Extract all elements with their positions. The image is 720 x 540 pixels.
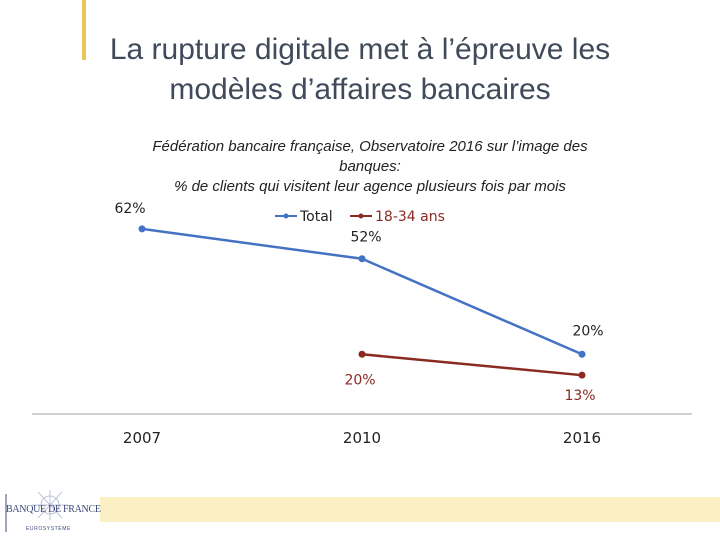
- slide-title: La rupture digitale met à l’épreuve les …: [40, 30, 680, 110]
- series-line: [141, 227, 583, 356]
- data-label: 52%: [350, 230, 381, 246]
- series-line: [361, 353, 583, 377]
- x-tick-label: 2010: [343, 429, 381, 447]
- x-tick-label: 2007: [123, 429, 161, 447]
- logo-name: BANQUE DE FRANCE: [6, 504, 101, 515]
- legend-label: Total: [299, 209, 333, 225]
- footer-bar: [100, 497, 720, 522]
- data-point: [358, 350, 366, 358]
- line-chart: 2007 2010 2016 Total 18-34 ans 62% 52% 20% 20% 13…: [32, 201, 692, 447]
- chart-title: Fédération bancaire française, Observato…: [110, 137, 630, 197]
- data-point: [138, 225, 146, 233]
- chart-title-line-1: Fédération bancaire française, Observato…: [152, 138, 588, 155]
- x-tick-label: 2016: [563, 429, 601, 447]
- data-label: 20%: [344, 372, 375, 388]
- data-label: 13%: [564, 388, 595, 404]
- data-point: [358, 255, 366, 263]
- data-label: 62%: [114, 201, 145, 217]
- logo-subtitle: EUROSYSTÈME: [26, 526, 71, 532]
- title-accent-bar: [82, 0, 86, 60]
- banque-de-france-logo: BANQUE DE FRANCE EUROSYSTÈME: [2, 488, 101, 536]
- slide-title-line-2: modèles d’affaires bancaires: [169, 73, 551, 106]
- legend-marker: [358, 213, 364, 219]
- data-point: [578, 371, 586, 379]
- chart-title-line-2: banques:: [339, 158, 401, 175]
- legend-label: 18-34 ans: [375, 209, 445, 225]
- legend-marker: [283, 213, 289, 219]
- chart-title-line-3: % de clients qui visitent leur agence pl…: [174, 178, 566, 195]
- slide-title-line-1: La rupture digitale met à l’épreuve les: [109, 33, 611, 66]
- logo-emblem-icon: [5, 490, 68, 532]
- data-label: 20%: [572, 323, 603, 339]
- data-point: [578, 350, 586, 358]
